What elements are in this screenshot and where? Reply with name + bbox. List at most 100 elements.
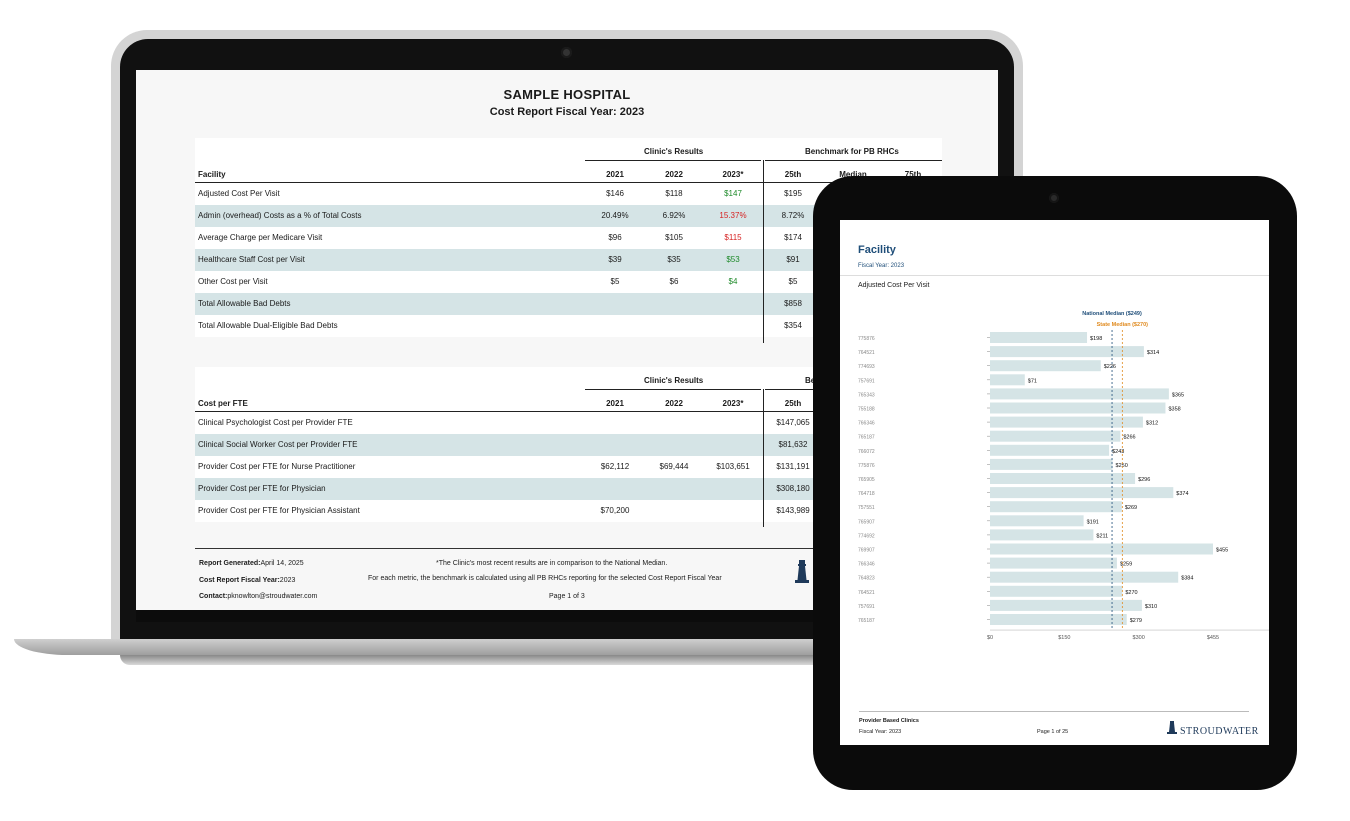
col-facility: Facility [198,170,226,179]
bar-value-label: $455 [1216,548,1228,554]
col-2022: 2022 [665,399,683,408]
bar [990,543,1213,555]
bar-value-label: $211 [1096,533,1108,539]
table-header: Cost per FTE 2021 2022 2023* 25th [195,389,942,412]
category-label: 757691 [858,604,875,610]
tablet-camera [1049,193,1059,203]
bar [990,416,1143,428]
category-label: 765907 [858,519,875,525]
bar-value-label: $358 [1168,407,1180,413]
bar [990,388,1169,400]
bar [990,585,1123,597]
report-generated-label: Report Generated: [199,560,261,567]
bar [990,346,1144,358]
cost-per-visit-bar-chart: 775876 $198 764521 $314 774693 $226 757691 $71 7… [858,311,1269,641]
category-label: 764521 [858,350,875,356]
report-title: SAMPLE HOSPITAL [503,87,631,102]
tablet-title: Facility [858,244,896,256]
footer-note-2: For each metric, the benchmark is calcul… [368,575,722,582]
bar [990,529,1094,541]
category-label: 775876 [858,463,875,469]
cell-p25: $174 [784,233,802,242]
cell-p25: $195 [784,189,802,198]
bar-value-label: $198 [1090,336,1102,342]
row-label: Average Charge per Medicare Visit [198,233,323,242]
category-label: 765187 [858,435,875,441]
col-2022: 2022 [665,170,683,179]
cell-v2022: $35 [667,255,681,264]
table-row: Total Allowable Dual-Eligible Bad Debts $… [195,315,942,337]
row-label: Healthcare Staff Cost per Visit [198,255,305,264]
table-row: Other Cost per Visit $5 $6 $4 $5 [195,271,942,293]
bar [990,487,1174,499]
category-label: 764718 [858,491,875,497]
bar-value-label: $71 [1028,378,1037,384]
bar-value-label: $312 [1146,421,1158,427]
row-label: Clinical Psychologist Cost per Provider … [198,418,353,427]
cell-v2022: $118 [665,189,683,198]
row-label: Clinical Social Worker Cost per Provider… [198,440,358,449]
cell-v2023: $147 [724,189,742,198]
fiscal-year-label: Cost Report Fiscal Year: [199,577,280,584]
tablet-subtitle: Fiscal Year: 2023 [858,263,905,269]
x-tick-label: $455 [1207,635,1219,641]
col-2023: 2023* [722,170,744,179]
cell-v2021: 20.49% [601,211,629,220]
group-benchmark: Benchmark for PB RHCs [805,147,899,156]
cell-v2023: $53 [726,255,740,264]
page-indicator: Page 1 of 3 [549,593,585,600]
bar [990,614,1127,625]
footer-rule [195,548,895,549]
category-label: 769907 [858,548,875,554]
row-label: Provider Cost per FTE for Physician [198,484,326,493]
category-label: 764521 [858,590,875,596]
page-indicator: Page 1 of 25 [1037,729,1069,735]
cell-p25: $354 [784,321,802,330]
bar-value-label: $365 [1172,392,1184,398]
category-label: 765343 [858,392,875,398]
table-row: Provider Cost per FTE for Physician $308,… [195,478,942,500]
cell-v2023: $115 [724,233,742,242]
row-label: Total Allowable Bad Debts [198,299,291,308]
table-row: Clinical Social Worker Cost per Provider… [195,434,942,456]
metric-name: Adjusted Cost Per Visit [858,282,930,289]
report-generated-value: April 14, 2025 [260,560,304,567]
category-label: 764823 [858,576,875,582]
bar [990,515,1084,527]
row-label: Admin (overhead) Costs as a % of Total C… [198,211,362,220]
table-divider [763,389,764,527]
bar [990,501,1122,513]
category-label: 757551 [858,505,875,511]
x-tick-label: $0 [987,635,993,641]
lighthouse-logo-icon [795,560,809,583]
bar [990,332,1088,343]
bar-value-label: $191 [1087,519,1099,525]
cell-v2023: 15.37% [719,211,747,220]
cell-p25: $91 [786,255,800,264]
category-label: 755188 [858,407,875,413]
bar [990,571,1179,583]
category-label: 765905 [858,477,875,483]
category-label: 765187 [858,618,875,624]
contact-email[interactable]: pknowlton@stroudwater.com [227,593,318,600]
bar [990,599,1142,611]
bar-value-label: $266 [1123,435,1135,441]
footer-note-1: *The Clinic's most recent results are in… [436,560,668,567]
bar-value-label: $226 [1104,364,1116,370]
reference-line-label: State Median ($270) [1097,322,1149,328]
cell-v2022: 6.92% [662,211,686,220]
cell-v2021: $5 [610,277,620,286]
bar [990,557,1117,569]
col-median: Median [839,170,867,179]
cell-v2022: $69,444 [659,462,689,471]
col-cost-per-fte: Cost per FTE [198,399,248,408]
bar-value-label: $250 [1116,463,1128,469]
table-row: Adjusted Cost Per Visit $146 $118 $147 $195 [195,183,942,205]
bar [990,402,1166,414]
footer-program: Provider Based Clinics [859,718,919,724]
bar [990,374,1025,386]
group-clinic-results: Clinic's Results [644,376,704,385]
category-label: 774692 [858,533,875,539]
bar [990,430,1121,442]
cell-v2023: $4 [728,277,738,286]
